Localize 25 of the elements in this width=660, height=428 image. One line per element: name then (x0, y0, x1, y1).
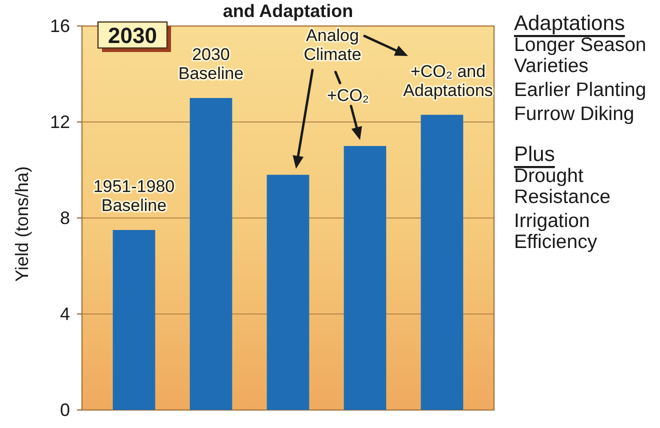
y-tick-label: 8 (60, 208, 70, 228)
annotation: Analog Climate (304, 26, 362, 64)
annotation: +CO₂ (326, 86, 370, 104)
annotation: 1951-1980 Baseline (93, 176, 175, 214)
y-tick-label: 16 (50, 16, 70, 36)
chart-title: and Adaptation (222, 1, 354, 21)
text: Drought Resistance (514, 165, 610, 208)
y-tick-label: 4 (60, 304, 70, 324)
annotation: +CO₂ and Adaptations (403, 62, 493, 100)
y-tick-label: 0 (60, 400, 70, 420)
y-tick-label: 12 (50, 112, 70, 132)
bar (420, 114, 464, 410)
bar (266, 174, 310, 410)
bar (112, 230, 156, 410)
y-axis-title: Yield (tons/ha) (12, 166, 32, 282)
text: Adaptations (514, 12, 625, 34)
annotation: 2030 Baseline (178, 44, 244, 82)
annotation: 2030 (108, 22, 157, 48)
text: Longer Season Varieties (514, 34, 646, 77)
bar (344, 146, 386, 410)
bar (190, 98, 232, 410)
text: Irrigation Efficiency (514, 210, 598, 253)
text: Furrow Diking (514, 103, 634, 125)
text: Plus (514, 142, 555, 166)
text: Earlier Planting (514, 79, 646, 101)
